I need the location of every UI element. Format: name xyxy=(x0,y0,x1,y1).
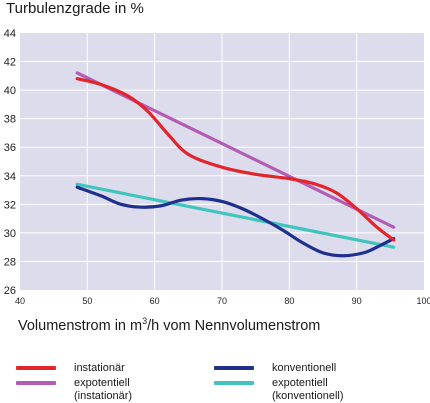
series-line-0 xyxy=(75,77,396,242)
legend-label: instationär xyxy=(74,362,125,374)
y-tick-label: 26 xyxy=(4,285,16,297)
legend-swatch xyxy=(214,381,254,385)
legend-swatch xyxy=(16,366,56,370)
legend-item-konventionell: konventionell xyxy=(214,362,414,376)
x-axis-label-suffix: /h vom Nennvolumenstrom xyxy=(147,317,321,334)
legend-label: expotentiell (konventionell) xyxy=(272,377,344,402)
x-tick-labels: 40 50 60 70 80 90 100 xyxy=(15,296,430,306)
x-tick-label: 60 xyxy=(150,296,160,306)
series-line-3 xyxy=(75,182,396,249)
grid-lines xyxy=(20,33,424,290)
series-line-2 xyxy=(75,185,396,258)
y-tick-label: 38 xyxy=(4,114,16,126)
y-tick-label: 36 xyxy=(4,142,16,154)
series-lines xyxy=(75,71,396,258)
chart-title: Turbulenzgrade in % xyxy=(6,0,144,17)
legend-item-expotentiell-instationaer: expotentiell (instationär) xyxy=(16,377,206,403)
x-tick-label: 100 xyxy=(416,296,430,306)
legend-item-expotentiell-konventionell: expotentiell (konventionell) xyxy=(214,377,414,403)
legend-label: expotentiell (instationär) xyxy=(74,377,133,402)
y-tick-label: 40 xyxy=(4,85,16,97)
legend-swatch xyxy=(214,366,254,370)
x-tick-label: 90 xyxy=(352,296,362,306)
legend-swatch xyxy=(16,381,56,385)
x-tick-label: 70 xyxy=(217,296,227,306)
legend-label: konventionell xyxy=(272,362,337,374)
y-tick-label: 28 xyxy=(4,256,16,268)
x-tick-label: 40 xyxy=(15,296,25,306)
y-tick-label: 30 xyxy=(4,228,16,240)
y-tick-label: 34 xyxy=(4,171,16,183)
x-axis-label-prefix: Volumenstrom in m xyxy=(18,317,143,334)
y-tick-label: 32 xyxy=(4,199,16,211)
x-axis-label: Volumenstrom in m3/h vom Nennvolumenstro… xyxy=(18,316,320,334)
x-tick-label: 50 xyxy=(82,296,92,306)
y-tick-label: 42 xyxy=(4,57,16,69)
legend-item-instationaer: instationär xyxy=(16,362,206,376)
y-tick-labels: 26 28 30 32 34 36 38 40 42 44 xyxy=(4,28,16,297)
x-tick-label: 80 xyxy=(284,296,294,306)
y-tick-label: 44 xyxy=(4,28,16,40)
x-axis-label-sup: 3 xyxy=(142,316,148,326)
